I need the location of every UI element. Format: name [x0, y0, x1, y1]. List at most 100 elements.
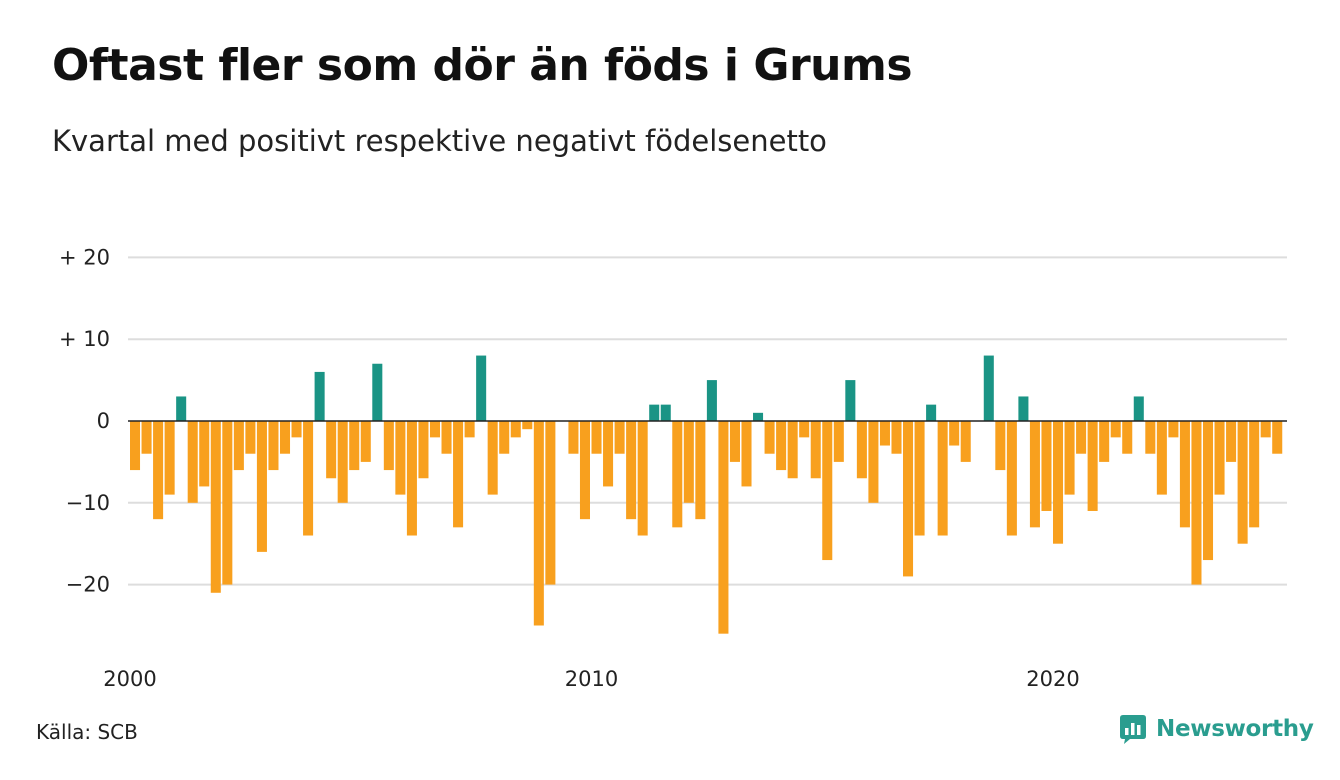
bar-2019Q2	[1018, 396, 1029, 421]
bar-2016Q4	[903, 421, 914, 577]
bar-2022Q3	[1168, 421, 1179, 438]
bar-2011Q4	[672, 421, 683, 528]
bar-2011Q1	[637, 421, 648, 536]
x-tick-label: 2020	[1026, 667, 1079, 691]
bar-2011Q3	[660, 404, 671, 421]
bar-2001Q1	[176, 396, 187, 421]
bar-2006Q3	[429, 421, 441, 438]
bar-2020Q2	[1064, 421, 1075, 495]
bar-2008Q3	[522, 421, 533, 430]
bar-2015Q4	[856, 421, 867, 479]
bar-2017Q4	[949, 421, 960, 446]
bar-2006Q4	[441, 421, 452, 454]
bar-2023Q4	[1226, 421, 1237, 462]
bar-2004Q1	[314, 371, 325, 421]
bar-2004Q3	[337, 421, 348, 503]
bar-2019Q3	[1029, 421, 1040, 528]
bar-2017Q2	[926, 404, 937, 421]
bar-2024Q4	[1272, 421, 1283, 454]
bar-2006Q2	[418, 421, 429, 479]
bar-2016Q3	[891, 421, 902, 454]
chart-subtitle: Kvartal med positivt respektive negativt…	[52, 124, 827, 158]
x-tick-label: 2010	[565, 667, 618, 691]
bar-2004Q4	[349, 421, 360, 471]
bar-2010Q3	[614, 421, 625, 454]
y-tick-label: 0	[97, 409, 110, 433]
bar-2009Q1	[545, 421, 556, 585]
bar-2000Q2	[141, 421, 152, 454]
bar-2002Q2	[233, 421, 244, 471]
bar-2023Q2	[1202, 421, 1214, 561]
y-tick-label: + 20	[59, 245, 110, 269]
bar-2007Q1	[453, 421, 464, 528]
bar-2003Q1	[268, 421, 279, 471]
bar-2016Q2	[879, 421, 890, 446]
bar-2019Q4	[1041, 421, 1052, 511]
bar-2014Q4	[810, 421, 821, 479]
bar-2015Q3	[845, 380, 856, 421]
bar-2018Q4	[995, 421, 1006, 471]
bar-2009Q3	[568, 421, 579, 454]
bar-2024Q3	[1260, 421, 1271, 438]
bar-2024Q1	[1237, 421, 1248, 544]
bar-2008Q2	[510, 421, 521, 438]
bar-2012Q3	[706, 380, 717, 421]
bar-2008Q4	[533, 421, 544, 626]
chart-title: Oftast fler som dör än föds i Grums	[52, 40, 913, 91]
bar-2013Q3	[753, 412, 764, 421]
bar-2007Q3	[476, 355, 487, 421]
bar-2014Q3	[799, 421, 810, 438]
bar-2013Q2	[741, 421, 752, 487]
newsworthy-icon	[1120, 715, 1146, 744]
bar-2014Q2	[787, 421, 798, 479]
bar-2021Q1	[1099, 421, 1110, 462]
bar-2015Q1	[822, 421, 833, 561]
bar-2000Q3	[153, 421, 164, 520]
bar-chart: + 20 + 10 0 −10 −20 2000 2010 2020	[59, 245, 1287, 691]
y-tick-label: + 10	[59, 327, 110, 351]
bar-2002Q1	[222, 421, 233, 585]
bar-2003Q2	[279, 421, 291, 454]
bar-2017Q3	[937, 421, 948, 536]
bar-2017Q1	[914, 421, 925, 536]
bar-2002Q3	[245, 421, 256, 454]
bar-2012Q2	[695, 421, 706, 520]
bar-2006Q1	[406, 421, 417, 536]
bar-2003Q3	[291, 421, 302, 438]
source-note: Källa: SCB	[36, 720, 138, 744]
bar-2000Q1	[130, 421, 141, 471]
y-tick-label: −10	[66, 491, 110, 515]
bar-2010Q4	[626, 421, 637, 520]
bar-2016Q1	[868, 421, 879, 503]
newsworthy-logo: Newsworthy	[1118, 714, 1314, 744]
bar-2024Q2	[1249, 421, 1260, 528]
bar-2020Q1	[1053, 421, 1064, 544]
bar-2010Q2	[603, 421, 614, 487]
bar-2007Q2	[464, 421, 475, 438]
bar-2003Q4	[303, 421, 314, 536]
bar-2012Q1	[683, 421, 694, 503]
y-tick-label: −20	[66, 573, 110, 597]
bar-2015Q2	[833, 421, 844, 462]
bar-2021Q4	[1133, 396, 1144, 421]
bar-2001Q2	[187, 421, 198, 503]
bar-2005Q4	[395, 421, 406, 495]
bar-2021Q3	[1122, 421, 1133, 454]
bar-2001Q4	[210, 421, 221, 593]
bar-2021Q2	[1110, 421, 1121, 438]
bar-2013Q4	[764, 421, 775, 454]
bar-2007Q4	[487, 421, 498, 495]
bar-2018Q3	[983, 355, 994, 421]
bar-2022Q2	[1156, 421, 1167, 495]
bar-2005Q2	[372, 363, 383, 421]
brand-label: Newsworthy	[1156, 716, 1314, 742]
bar-2013Q1	[729, 421, 740, 462]
bar-2023Q1	[1191, 421, 1202, 585]
bar-2022Q4	[1179, 421, 1190, 528]
bar-2002Q4	[256, 421, 267, 552]
bar-2018Q1	[960, 421, 971, 462]
bar-2001Q3	[199, 421, 210, 487]
bar-2022Q1	[1145, 421, 1156, 454]
bar-2020Q4	[1087, 421, 1098, 511]
bar-2011Q2	[649, 404, 660, 421]
